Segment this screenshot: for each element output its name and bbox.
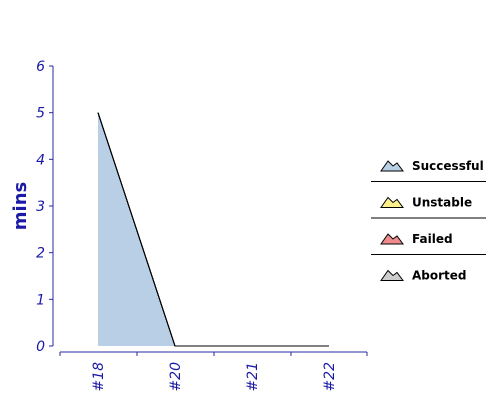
y-tick-label: 5 <box>36 106 45 122</box>
legend-label: Failed <box>412 232 453 246</box>
y-tick-label: 6 <box>36 59 45 75</box>
y-tick-label: 3 <box>36 199 45 215</box>
x-tick-label: #18 <box>91 362 107 392</box>
legend-swatch-icon <box>380 233 404 245</box>
y-tick-label: 1 <box>36 292 45 308</box>
legend: Successful Unstable Failed Aborted <box>371 159 486 283</box>
legend-swatch-icon <box>380 196 404 208</box>
series-area-successful <box>98 112 329 347</box>
series-line-aborted <box>97 112 329 347</box>
x-tick-label: #20 <box>168 362 184 392</box>
plot-area <box>97 112 329 347</box>
legend-item-aborted: Aborted <box>380 269 467 283</box>
y-tick-label: 2 <box>36 246 45 262</box>
legend-item-failed: Failed <box>380 232 453 246</box>
legend-swatch-icon <box>380 269 404 281</box>
legend-item-successful: Successful <box>380 159 484 173</box>
legend-label: Unstable <box>412 196 472 210</box>
legend-item-unstable: Unstable <box>380 196 472 210</box>
y-axis: 0 1 2 3 4 5 6 <box>36 59 54 355</box>
legend-label: Successful <box>412 159 484 173</box>
y-axis-label: mins <box>10 182 31 230</box>
y-tick-label: 0 <box>36 339 45 355</box>
y-tick-label: 4 <box>36 152 45 168</box>
x-tick-label: #22 <box>322 362 338 392</box>
x-tick-label: #21 <box>245 362 261 392</box>
x-axis: #18 #20 #21 #22 <box>59 351 368 392</box>
legend-swatch-icon <box>380 160 404 172</box>
legend-label: Aborted <box>412 269 467 283</box>
